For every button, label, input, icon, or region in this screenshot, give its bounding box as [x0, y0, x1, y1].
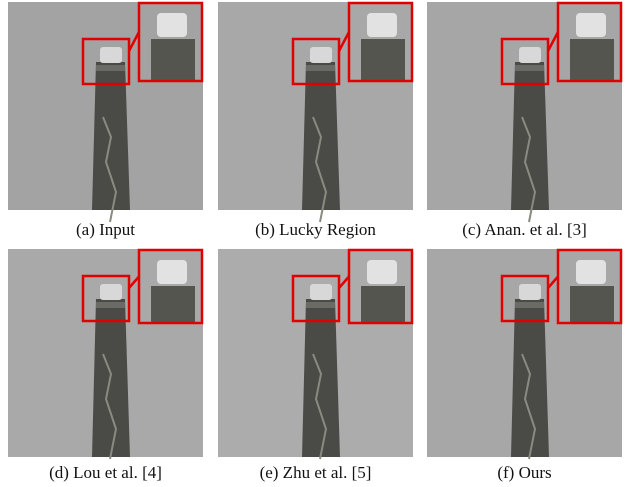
panel	[427, 2, 622, 222]
figure: (a) Input (b) Lucky Region (c) Anan. et al…	[0, 0, 629, 487]
panel-caption: (f) Ours	[497, 463, 551, 482]
zoom-cap	[367, 13, 397, 37]
panel-caption: (a) Input	[76, 220, 135, 239]
tower-cap	[519, 284, 541, 300]
panel-caption: (c) Anan. et al. [3]	[462, 220, 587, 239]
zoom-cap	[576, 260, 606, 284]
panel	[218, 2, 413, 222]
panel-caption: (b) Lucky Region	[255, 220, 376, 239]
panel-caption: (e) Zhu et al. [5]	[260, 463, 372, 482]
panel	[427, 249, 622, 459]
zoom-body	[570, 39, 614, 81]
zoom-cap	[157, 13, 187, 37]
tower-cap	[100, 284, 122, 300]
panel	[8, 249, 203, 459]
tower-band	[515, 302, 544, 308]
tower-cap	[100, 47, 122, 63]
tower-cap	[310, 47, 332, 63]
zoom-body	[151, 39, 195, 81]
tower-band	[96, 302, 125, 308]
tower-cap	[519, 47, 541, 63]
tower-band	[306, 65, 335, 71]
zoom-body	[570, 286, 614, 323]
zoom-cap	[157, 260, 187, 284]
panel	[218, 249, 413, 459]
tower-band	[306, 302, 335, 308]
zoom-body	[151, 286, 195, 323]
tower-band	[96, 65, 125, 71]
tower-band	[515, 65, 544, 71]
panel	[8, 2, 203, 222]
zoom-cap	[367, 260, 397, 284]
tower-cap	[310, 284, 332, 300]
zoom-cap	[576, 13, 606, 37]
zoom-body	[361, 286, 405, 323]
zoom-body	[361, 39, 405, 81]
panel-caption: (d) Lou et al. [4]	[49, 463, 162, 482]
